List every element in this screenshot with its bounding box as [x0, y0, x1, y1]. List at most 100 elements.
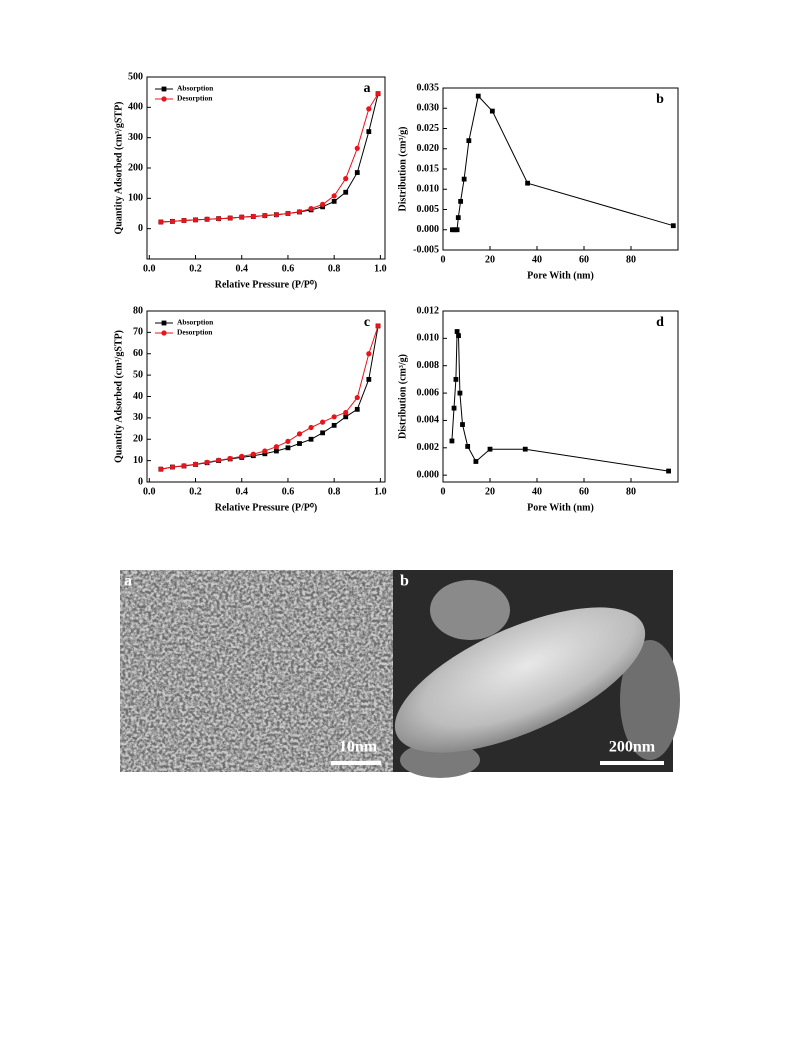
marker: [216, 216, 222, 222]
y-tick-label: 20: [133, 434, 143, 445]
y-tick-label: 0.035: [417, 82, 440, 93]
y-tick-label: -0.005: [413, 244, 439, 255]
y-tick-label: 0.000: [417, 224, 440, 235]
marker: [262, 213, 268, 219]
y-tick-label: 50: [133, 369, 143, 380]
marker: [262, 451, 268, 457]
x-tick-label: 0.0: [143, 486, 156, 497]
image-label: a: [124, 573, 132, 590]
panel-label: c: [364, 315, 370, 330]
x-tick-label: 0.4: [235, 263, 248, 274]
panel-label: d: [656, 315, 664, 330]
marker: [343, 409, 349, 416]
x-tick-label: 1.0: [374, 486, 387, 497]
marker: [297, 441, 302, 446]
marker: [250, 213, 256, 220]
x-axis-label: Relative Pressure (P/P⁰): [215, 502, 318, 513]
marker: [343, 414, 349, 420]
marker: [455, 215, 461, 220]
x-tick-label: 80: [626, 486, 636, 497]
y-tick-label: 0.010: [417, 333, 440, 344]
legend-marker: [161, 320, 167, 326]
series-line: [160, 325, 379, 470]
marker: [204, 459, 210, 465]
y-tick-label: 0.000: [417, 469, 440, 480]
marker: [227, 455, 233, 462]
marker: [449, 438, 455, 444]
x-tick-label: 40: [532, 486, 542, 497]
y-tick-label: 300: [128, 132, 143, 143]
y-tick-label: 70: [133, 327, 143, 338]
x-tick-label: 0.2: [189, 263, 202, 274]
y-tick-label: 100: [128, 193, 143, 204]
x-tick-label: 1.0: [374, 263, 387, 274]
y-tick-label: 500: [128, 71, 143, 82]
marker: [308, 206, 314, 212]
marker: [466, 138, 472, 144]
marker: [192, 461, 199, 467]
y-tick-label: 0.030: [417, 103, 440, 114]
y-tick-label: 200: [128, 162, 143, 173]
x-axis-label: Pore With (nm): [527, 502, 594, 513]
x-tick-label: 0.0: [143, 263, 156, 274]
legend-label: Desorption: [177, 94, 213, 103]
x-tick-label: 0.6: [282, 263, 295, 274]
series-line: [451, 331, 669, 472]
marker: [460, 422, 465, 427]
x-tick-label: 60: [579, 254, 589, 265]
marker: [285, 210, 291, 217]
y-tick-label: 0.005: [417, 204, 440, 215]
x-tick-label: 0.6: [282, 486, 295, 497]
scale-bar-label: 200nm: [609, 739, 656, 756]
x-tick-label: 40: [532, 254, 542, 265]
sem-image-a: a 10nm: [120, 570, 393, 772]
marker: [331, 414, 337, 420]
marker: [457, 390, 463, 396]
y-tick-label: 0.025: [417, 123, 440, 134]
marker: [227, 215, 233, 221]
marker: [308, 424, 314, 431]
y-tick-label: 0: [138, 476, 143, 487]
x-tick-label: 60: [579, 486, 589, 497]
x-tick-label: 20: [485, 254, 495, 265]
marker: [343, 176, 349, 182]
y-tick-label: 30: [133, 412, 143, 423]
series-line: [452, 95, 674, 231]
marker: [465, 444, 471, 449]
x-tick-label: 0.2: [189, 486, 202, 497]
marker: [320, 430, 326, 436]
panel-label: a: [364, 81, 371, 96]
marker: [239, 214, 245, 220]
y-tick-label: 400: [128, 102, 143, 113]
marker: [262, 448, 268, 454]
marker: [461, 176, 467, 182]
marker: [320, 419, 326, 425]
marker: [453, 377, 459, 382]
y-tick-label: 40: [133, 391, 143, 402]
marker: [331, 193, 337, 199]
marker: [354, 145, 360, 151]
plot-frame: [442, 87, 679, 251]
marker: [343, 189, 349, 195]
marker: [296, 431, 303, 437]
y-tick-label: 0: [138, 223, 143, 234]
y-axis-label: Quantity Adsorbed (cm³/gSTP): [113, 330, 124, 463]
marker: [487, 446, 493, 452]
marker: [456, 333, 461, 339]
legend-marker: [161, 330, 167, 336]
marker: [273, 212, 279, 218]
marker: [354, 406, 360, 412]
marker: [204, 216, 210, 222]
y-tick-label: 80: [133, 305, 143, 316]
marker: [181, 463, 187, 469]
legend-label: Absorption: [177, 318, 214, 327]
marker: [525, 180, 530, 186]
marker: [285, 445, 291, 451]
marker: [308, 436, 314, 442]
y-tick-label: 0.002: [417, 442, 440, 453]
marker: [666, 468, 671, 474]
x-tick-label: 20: [485, 486, 495, 497]
marker: [331, 198, 337, 204]
marker: [451, 405, 457, 411]
x-tick-label: 0: [441, 486, 446, 497]
